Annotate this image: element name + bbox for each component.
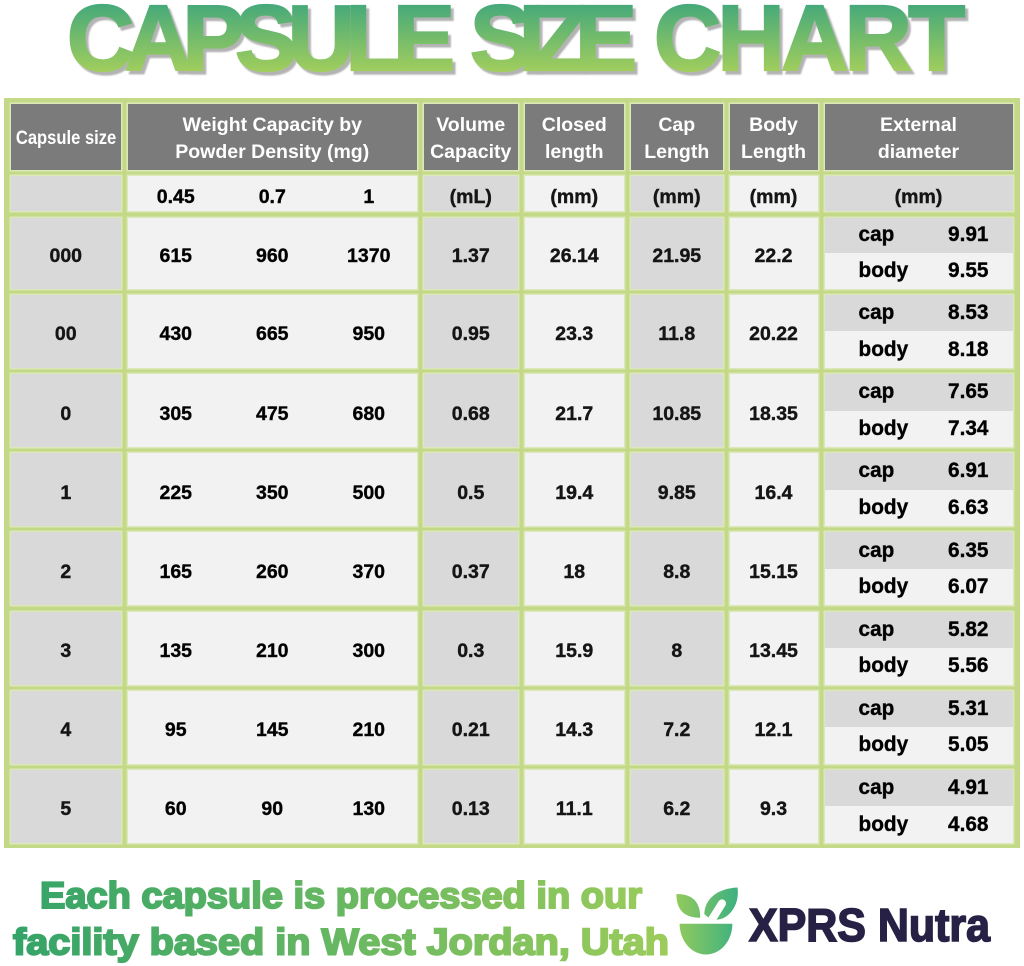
svg-text:facility based in West Jordan,: facility based in West Jordan, Utah bbox=[13, 922, 669, 963]
svg-text:XPRS Nutra: XPRS Nutra bbox=[749, 899, 990, 951]
svg-text:Each capsule is processed in o: Each capsule is processed in our bbox=[40, 875, 642, 916]
